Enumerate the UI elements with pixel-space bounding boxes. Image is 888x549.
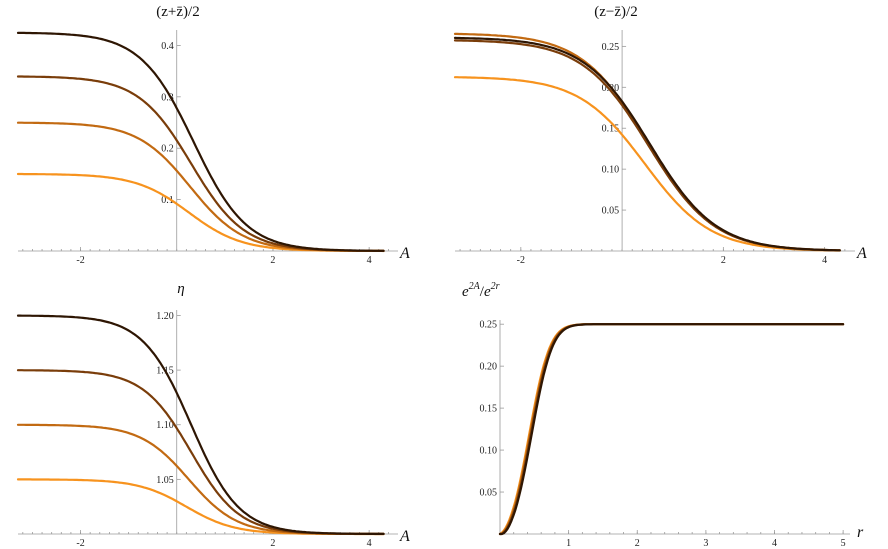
y-tick-label: 0.15 bbox=[480, 404, 498, 415]
chart-title: e2A/e2r bbox=[462, 281, 500, 300]
x-tick-label: -2 bbox=[76, 538, 84, 549]
series-line-s3 bbox=[16, 369, 385, 536]
x-tick-label: 2 bbox=[270, 538, 275, 549]
x-tick-label: 2 bbox=[721, 255, 726, 266]
y-tick-label: 0.2 bbox=[161, 144, 174, 155]
panel-real-part: (z+z̄)/2 A -2 2 4 0.1 0.2 0.3 0.4 bbox=[16, 4, 410, 266]
y-tick-label: 0.25 bbox=[480, 320, 498, 331]
panel-imaginary-part: (z−z̄)/2 A -2 2 40.050.100.150.200.25 bbox=[453, 4, 867, 266]
series-line-s4 bbox=[453, 36, 841, 252]
y-tick-label: 0.10 bbox=[480, 446, 498, 457]
title-base: e bbox=[484, 284, 491, 300]
y-tick-label: 0.20 bbox=[480, 362, 498, 373]
x-tick-label: 4 bbox=[772, 538, 777, 549]
x-tick-label: 2 bbox=[270, 255, 275, 266]
series-line-s1 bbox=[16, 172, 385, 253]
x-axis-label: A bbox=[399, 245, 410, 262]
y-tick-label: 0.4 bbox=[161, 41, 174, 52]
title-exponent: 2A bbox=[469, 281, 481, 292]
series-line-s1 bbox=[16, 478, 385, 536]
x-tick-label: 4 bbox=[367, 538, 372, 549]
title-base: e bbox=[462, 284, 469, 300]
x-tick-label: -2 bbox=[76, 255, 84, 266]
x-axis-label: A bbox=[856, 245, 867, 262]
x-tick-label: 4 bbox=[822, 255, 827, 266]
y-tick-label: 0.05 bbox=[480, 488, 498, 499]
y-tick-label: 0.15 bbox=[602, 124, 620, 135]
panel-eta: η A -2 2 41.051.101.151.20 bbox=[16, 281, 410, 549]
chart-title: (z+z̄)/2 bbox=[156, 4, 199, 20]
series-line-s3 bbox=[453, 39, 841, 252]
title-exponent: 2r bbox=[491, 281, 500, 292]
chart-title: η bbox=[177, 281, 184, 297]
y-tick-label: 0.25 bbox=[602, 42, 620, 53]
title-separator: / bbox=[480, 284, 485, 300]
x-tick-label: 3 bbox=[703, 538, 708, 549]
series-line-s4 bbox=[16, 314, 385, 536]
x-tick-label: -2 bbox=[517, 255, 525, 266]
x-axis-label: A bbox=[399, 528, 410, 545]
y-tick-label: 0.10 bbox=[602, 165, 620, 176]
x-tick-label: 2 bbox=[635, 538, 640, 549]
series-line-s4 bbox=[16, 31, 385, 252]
panel-ratio: e2A/e2r r 1 2 3 4 50.050.100.150.200.25 bbox=[462, 281, 864, 549]
x-tick-label: 4 bbox=[367, 255, 372, 266]
x-tick-label: 1 bbox=[566, 538, 571, 549]
y-tick-label: 0.1 bbox=[161, 195, 174, 206]
y-tick-label: 1.05 bbox=[156, 475, 174, 486]
series-line-s4 bbox=[498, 323, 845, 536]
series-line-s1 bbox=[453, 76, 841, 252]
x-tick-label: 5 bbox=[841, 538, 846, 549]
y-tick-label: 1.20 bbox=[156, 311, 174, 322]
chart-title: (z−z̄)/2 bbox=[594, 4, 637, 20]
y-tick-label: 1.10 bbox=[156, 420, 174, 431]
series-line-s2 bbox=[16, 121, 385, 252]
y-tick-label: 0.05 bbox=[602, 206, 620, 217]
x-axis-label: r bbox=[857, 524, 864, 541]
series-line-s3 bbox=[16, 75, 385, 252]
series-line-s2 bbox=[498, 323, 845, 536]
series-line-s3 bbox=[498, 323, 845, 536]
y-tick-label: 0.3 bbox=[161, 92, 174, 103]
series-line-s1 bbox=[498, 323, 845, 536]
